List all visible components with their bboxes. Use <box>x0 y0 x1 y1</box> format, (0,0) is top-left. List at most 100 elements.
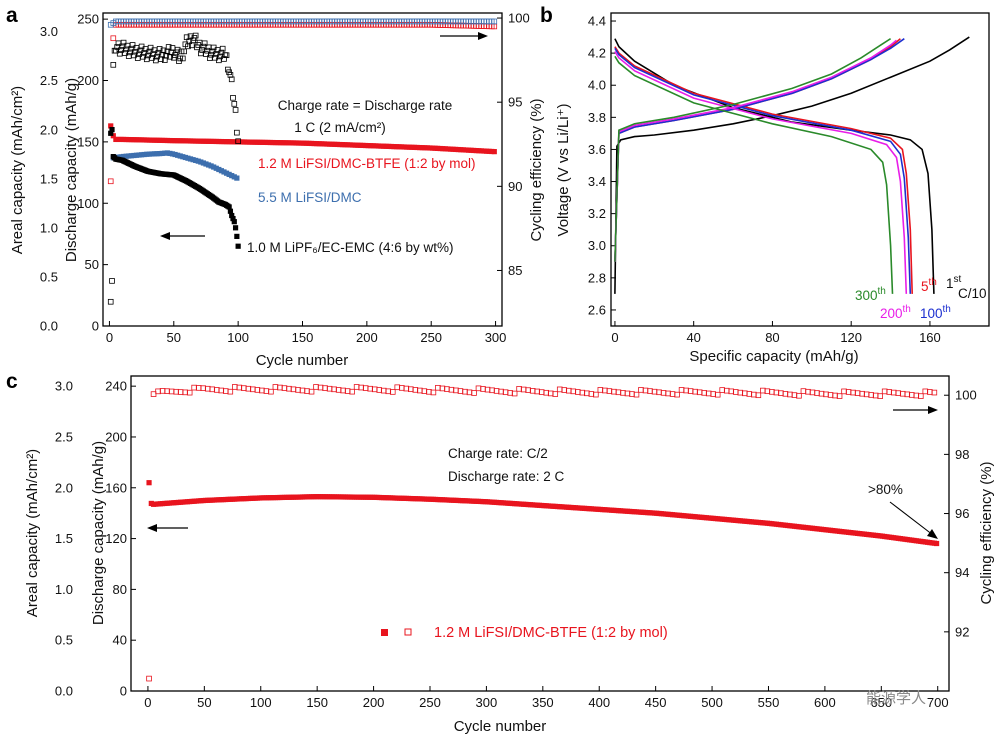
x-tick-label: 550 <box>758 695 780 710</box>
efficiency-point <box>913 392 920 399</box>
efficiency-point <box>277 384 283 391</box>
efficiency-point <box>678 387 685 393</box>
y-tick-label-areal: 1.0 <box>40 220 58 235</box>
efficiency-point <box>484 386 491 393</box>
efficiency-point <box>120 39 127 46</box>
efficiency-point <box>845 389 852 395</box>
y-tick-label: 4.0 <box>588 78 606 93</box>
efficiency-point <box>227 72 234 78</box>
panel-c-arrow-left <box>147 524 188 532</box>
efficiency-point <box>164 388 170 394</box>
capacity-point <box>229 212 235 219</box>
panel-c-xlabel: Cycle number <box>454 718 547 735</box>
efficiency-point <box>570 388 577 395</box>
panel-a-data <box>107 18 498 305</box>
capacity-point <box>226 204 232 210</box>
efficiency-point <box>651 388 658 395</box>
efficiency-point <box>525 387 531 393</box>
efficiency-point <box>859 390 865 397</box>
efficiency-point <box>633 391 640 398</box>
x-tick-label: 160 <box>919 330 941 345</box>
efficiency-point <box>412 387 419 393</box>
y-tick-label: 3.0 <box>588 238 606 253</box>
efficiency-point <box>453 387 459 394</box>
efficiency-point <box>163 52 169 59</box>
y-tick-label-areal: 2.5 <box>55 429 73 444</box>
efficiency-point <box>421 388 428 394</box>
efficiency-point <box>602 387 608 394</box>
efficiency-point <box>647 388 653 394</box>
charge-curve <box>614 38 905 262</box>
efficiency-point <box>922 388 929 395</box>
efficiency-point <box>908 392 915 398</box>
efficiency-point <box>385 388 392 395</box>
panel-c-ticks: 0 50 100 150 200 250 300 350 400 450 500 550 600 650 7… <box>55 379 977 710</box>
x-tick-label: 80 <box>765 330 779 345</box>
panel-c-ylabel-capacity: Discharge capacity (mAh/g) <box>90 441 107 625</box>
efficiency-point <box>665 390 671 397</box>
efficiency-point <box>611 388 617 395</box>
efficiency-point <box>543 389 550 396</box>
efficiency-point <box>755 392 762 399</box>
panel-c-retention-arrow <box>889 501 938 539</box>
efficiency-point <box>371 386 378 393</box>
efficiency-point <box>480 386 486 392</box>
efficiency-point <box>751 391 757 398</box>
efficiency-point <box>234 129 240 136</box>
efficiency-point <box>584 390 590 397</box>
capacity-point <box>230 215 236 222</box>
efficiency-point <box>286 385 292 392</box>
efficiency-point <box>448 386 455 393</box>
efficiency-point <box>439 385 446 392</box>
panel-b-ticks: 0 40 80 120 160 2.6 2.8 3.0 3.2 3.4 3.6 3.8 4.0 4.2 4.… <box>588 14 941 345</box>
efficiency-point <box>376 387 383 393</box>
capacity-point <box>933 540 940 547</box>
y-tick-label: 3.6 <box>588 142 606 157</box>
label-100th: 100th <box>920 304 951 321</box>
panel-a-legend-red: 1.2 M LiFSI/DMC-BTFE (1:2 by mol) <box>258 156 476 171</box>
efficiency-point <box>232 107 239 113</box>
label-5th: 5th <box>921 277 937 294</box>
efficiency-point <box>263 388 270 394</box>
y-tick-label-areal: 1.0 <box>55 582 73 597</box>
efficiency-point <box>322 385 328 391</box>
efficiency-point <box>917 393 924 399</box>
panel-a-arrow-left <box>160 232 205 240</box>
panel-b-ylabel: Voltage (V vs Li/Li⁺) <box>555 104 572 237</box>
efficiency-point <box>782 391 789 397</box>
panel-a-xlabel: Cycle number <box>256 352 349 369</box>
y-tick-label-capacity: 0 <box>92 319 99 334</box>
efficiency-point <box>556 386 563 393</box>
capacity-point <box>227 208 234 214</box>
legend-label: 1.2 M LiFSI/DMC-BTFE (1:2 by mol) <box>434 625 668 641</box>
y-tick-label-capacity: 100 <box>77 196 99 211</box>
efficiency-point <box>791 392 798 398</box>
efficiency-point <box>344 388 351 394</box>
efficiency-point <box>746 391 753 397</box>
efficiency-point <box>156 46 163 52</box>
legend-filled-marker <box>381 629 388 636</box>
efficiency-point <box>863 391 870 398</box>
efficiency-point <box>683 387 689 394</box>
efficiency-point <box>219 45 226 52</box>
panel-b-letter: b <box>540 4 553 27</box>
panel-a-annotation-current: 1 C (2 mA/cm²) <box>294 120 386 135</box>
efficiency-point <box>511 390 518 397</box>
efficiency-point <box>129 42 136 48</box>
efficiency-point <box>491 18 498 25</box>
charge-curve <box>614 39 898 262</box>
label-300th: 300th <box>855 286 886 303</box>
efficiency-point <box>827 392 834 398</box>
efficiency-point <box>836 393 843 399</box>
efficiency-point <box>805 388 811 395</box>
discharge-curve <box>614 46 913 294</box>
efficiency-point <box>353 384 360 390</box>
efficiency-point <box>435 384 441 391</box>
efficiency-point <box>624 390 631 397</box>
efficiency-point <box>173 388 179 395</box>
efficiency-point <box>881 388 888 395</box>
discharge-curve <box>614 47 912 294</box>
y-tick-label-capacity: 150 <box>77 134 99 149</box>
efficiency-point <box>232 384 238 390</box>
x-tick-label: 400 <box>588 695 610 710</box>
